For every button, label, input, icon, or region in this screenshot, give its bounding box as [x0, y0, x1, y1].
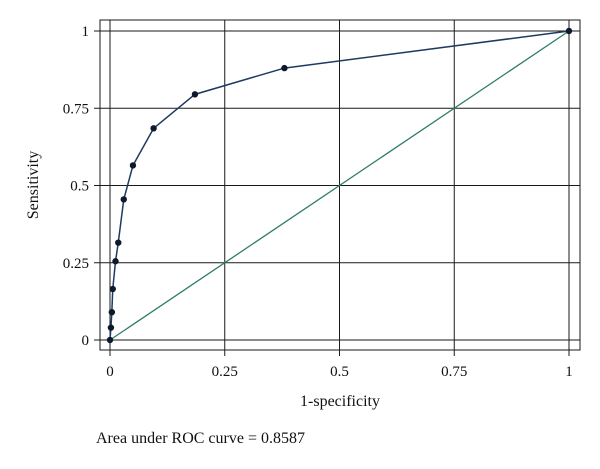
roc-point: [115, 239, 122, 246]
y-axis-title: Sensitivity: [25, 151, 42, 219]
y-tick-label: 0.25: [63, 256, 89, 272]
roc-point: [107, 324, 115, 331]
roc-point: [109, 285, 116, 293]
x-axis-title: 1-specificity: [300, 393, 380, 410]
roc-point: [108, 308, 116, 316]
x-tick-label: 0.25: [212, 364, 238, 380]
x-tick-label: 0.5: [330, 364, 349, 380]
roc-markers: [106, 27, 573, 344]
reference-line: [109, 30, 570, 341]
roc-point: [112, 258, 119, 265]
roc-point: [129, 162, 137, 169]
y-tick-label: 1: [82, 24, 90, 40]
plot-frame: [99, 19, 581, 351]
roc-chart: 00 0.25 0.25 0.5 0.5 0.75 0.75 1 1 1-specificity…: [25, 19, 581, 410]
axis-ticks: 00 0.25 0.25 0.5 0.5 0.75 0.75 1 1: [63, 24, 573, 380]
y-tick-label: 0.75: [63, 101, 89, 117]
roc-point: [150, 125, 157, 132]
auc-annotation: Area under ROC curve = 0.8587: [96, 430, 305, 447]
y-tick-label: 0: [82, 333, 90, 349]
y-tick-label: 0.5: [70, 179, 89, 195]
x-tick-label: 1: [565, 364, 573, 380]
x-tick-label: 0: [106, 364, 114, 380]
roc-point: [120, 196, 127, 203]
roc-point: [106, 336, 114, 344]
roc-point: [281, 64, 288, 72]
roc-point: [565, 27, 573, 35]
x-tick-label: 0.75: [441, 364, 467, 380]
roc-point: [191, 91, 199, 98]
